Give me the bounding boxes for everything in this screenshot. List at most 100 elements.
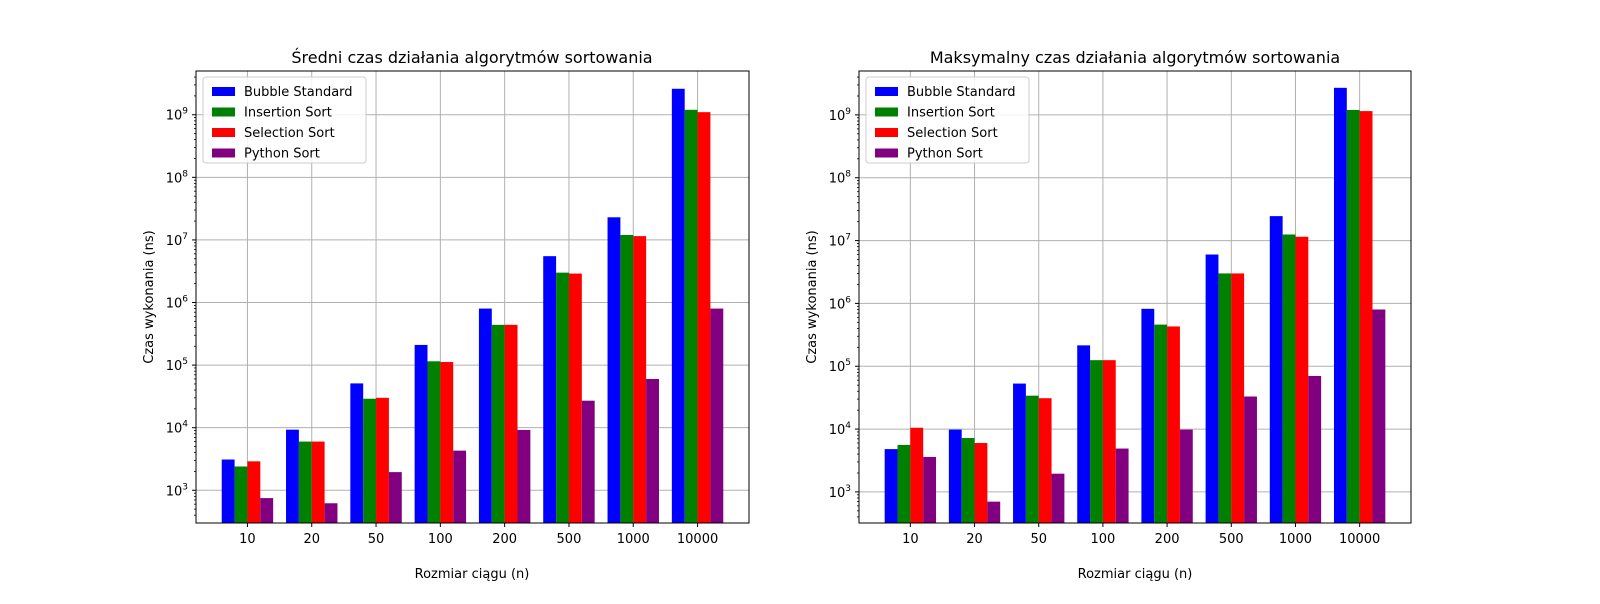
bar xyxy=(633,236,647,524)
bar xyxy=(491,324,505,523)
bar xyxy=(440,362,454,523)
bar xyxy=(1090,360,1103,523)
x-tick-label: 200 xyxy=(492,532,517,547)
legend-label: Selection Sort xyxy=(907,126,998,141)
bar xyxy=(363,398,377,523)
x-tick-label: 500 xyxy=(1219,532,1244,547)
x-tick-label: 50 xyxy=(1030,532,1047,547)
bar xyxy=(1282,234,1296,523)
legend-swatch xyxy=(875,107,898,117)
bar xyxy=(884,449,898,523)
y-axis-label: Czas wykonania (ns) xyxy=(805,230,820,363)
y-tick-label: 104 xyxy=(829,421,852,438)
bar xyxy=(1025,395,1039,523)
bar xyxy=(710,308,724,523)
legend-swatch xyxy=(875,148,898,158)
bar xyxy=(247,461,261,523)
y-tick-label: 104 xyxy=(166,420,189,437)
bar xyxy=(1102,360,1116,523)
x-tick-label: 50 xyxy=(368,532,385,547)
legend-label: Insertion Sort xyxy=(244,106,332,121)
bar xyxy=(1077,345,1091,523)
bar xyxy=(961,438,975,523)
bars xyxy=(221,88,724,524)
bar xyxy=(1013,383,1026,523)
bar xyxy=(1179,429,1193,523)
bar xyxy=(427,361,441,523)
legend: Bubble Standard Insertion Sort Selection S… xyxy=(865,76,1030,164)
bar xyxy=(1269,216,1283,524)
y-tick-label: 105 xyxy=(829,358,851,375)
plot-frame xyxy=(858,70,1412,524)
bar xyxy=(1372,309,1386,523)
bar xyxy=(478,308,492,523)
bar xyxy=(1154,324,1168,523)
legend-box xyxy=(202,76,367,164)
y-tick-label: 109 xyxy=(829,107,852,124)
plot-frame xyxy=(195,70,750,524)
chart-mean-time: Średni czas działania algorytmów sortowa… xyxy=(142,48,750,582)
x-tick-label: 200 xyxy=(1155,532,1180,547)
x-tick-label: 10 xyxy=(902,532,919,547)
legend-label: Bubble Standard xyxy=(907,85,1016,100)
bar xyxy=(1205,254,1219,524)
bar xyxy=(1051,473,1065,523)
bar xyxy=(897,444,911,523)
chart-title: Średni czas działania algorytmów sortowa… xyxy=(291,48,652,67)
bar xyxy=(987,501,1001,523)
bar xyxy=(581,400,595,523)
bar xyxy=(697,112,711,524)
legend-swatch xyxy=(875,87,898,96)
bar xyxy=(974,443,988,523)
x-tick-label: 20 xyxy=(966,532,983,547)
bar xyxy=(543,256,557,523)
bar xyxy=(671,88,685,523)
x-tick-label: 1000 xyxy=(617,532,650,547)
bar xyxy=(221,459,235,523)
bar xyxy=(234,466,248,523)
bar xyxy=(1167,326,1180,523)
legend-label: Insertion Sort xyxy=(907,106,995,121)
x-tick-label: 20 xyxy=(303,532,320,547)
bar xyxy=(1359,111,1373,523)
bar xyxy=(556,272,569,523)
bar xyxy=(1295,236,1309,523)
y-tick-label: 103 xyxy=(829,484,851,501)
bar xyxy=(376,397,389,523)
bar xyxy=(1308,375,1322,523)
legend-swatch xyxy=(212,128,235,137)
bar xyxy=(260,498,274,523)
y-tick-label: 109 xyxy=(166,107,189,124)
bar xyxy=(646,378,659,523)
y-tick-label: 108 xyxy=(166,169,189,186)
bar xyxy=(388,472,402,523)
x-axis-label: Rozmiar ciągu (n) xyxy=(1078,567,1193,582)
bar xyxy=(298,441,312,523)
bar xyxy=(1115,448,1129,523)
y-tick-label: 103 xyxy=(166,482,188,499)
bar xyxy=(1346,109,1360,523)
x-tick-label: 10000 xyxy=(1339,532,1380,547)
bar xyxy=(311,441,325,523)
x-tick-label: 100 xyxy=(1090,532,1115,547)
x-axis-label: Rozmiar ciągu (n) xyxy=(415,567,530,582)
bar xyxy=(568,273,582,523)
bar xyxy=(910,427,924,523)
bars xyxy=(884,87,1386,524)
legend-swatch xyxy=(875,128,898,137)
legend-swatch xyxy=(212,87,235,96)
legend-label: Bubble Standard xyxy=(244,85,353,100)
bar xyxy=(414,344,428,523)
y-tick-label: 105 xyxy=(166,357,188,374)
x-tick-label: 500 xyxy=(557,532,582,547)
bar xyxy=(1231,273,1245,523)
bar xyxy=(504,324,518,523)
legend-swatch xyxy=(212,148,235,158)
y-axis-label: Czas wykonania (ns) xyxy=(142,230,157,363)
bar xyxy=(350,383,364,523)
bar xyxy=(684,109,698,523)
y-tick-label: 107 xyxy=(166,232,188,249)
y-tick-label: 106 xyxy=(166,295,189,312)
